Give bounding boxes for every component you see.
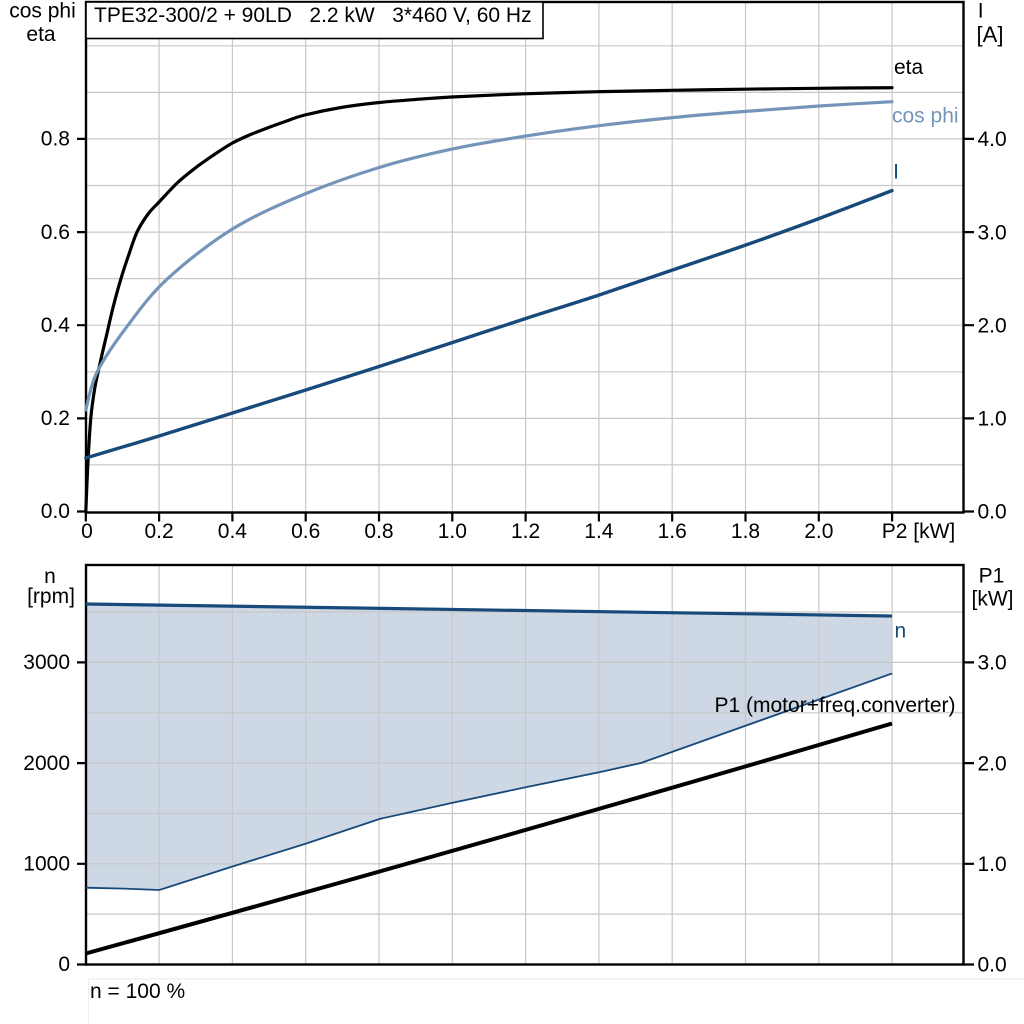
svg-text:3.0: 3.0 xyxy=(978,652,1007,675)
svg-text:P2 [kW]: P2 [kW] xyxy=(882,520,956,543)
svg-text:n: n xyxy=(895,620,907,643)
svg-text:cos phi: cos phi xyxy=(9,0,76,23)
svg-text:eta: eta xyxy=(26,23,56,46)
svg-text:0.0: 0.0 xyxy=(978,954,1007,977)
svg-text:P1: P1 xyxy=(979,565,1005,588)
svg-text:1.0: 1.0 xyxy=(978,408,1007,431)
svg-text:P1 (motor+freq.converter): P1 (motor+freq.converter) xyxy=(715,694,956,717)
svg-text:0.2: 0.2 xyxy=(144,520,173,543)
svg-text:0.6: 0.6 xyxy=(291,520,320,543)
svg-text:2.0: 2.0 xyxy=(978,314,1007,337)
svg-text:1.6: 1.6 xyxy=(658,520,687,543)
svg-text:0.4: 0.4 xyxy=(41,314,71,337)
svg-text:2000: 2000 xyxy=(23,752,70,775)
svg-text:4.0: 4.0 xyxy=(978,128,1007,151)
svg-text:I: I xyxy=(893,160,899,183)
svg-text:1.0: 1.0 xyxy=(978,853,1007,876)
svg-text:2.0: 2.0 xyxy=(978,752,1007,775)
svg-text:[rpm]: [rpm] xyxy=(27,585,75,608)
svg-text:1000: 1000 xyxy=(23,853,70,876)
svg-text:n = 100 %: n = 100 % xyxy=(90,980,185,1003)
svg-text:0.8: 0.8 xyxy=(41,128,70,151)
svg-text:I: I xyxy=(978,0,984,23)
svg-text:0.6: 0.6 xyxy=(41,221,70,244)
svg-text:1.4: 1.4 xyxy=(584,520,614,543)
svg-text:0.8: 0.8 xyxy=(364,520,393,543)
svg-text:3.0: 3.0 xyxy=(978,221,1007,244)
svg-text:0.2: 0.2 xyxy=(41,407,70,430)
svg-text:2.0: 2.0 xyxy=(804,520,833,543)
svg-text:cos phi: cos phi xyxy=(892,104,959,127)
svg-text:0: 0 xyxy=(81,520,93,543)
svg-text:[A]: [A] xyxy=(977,22,1004,47)
svg-text:1.0: 1.0 xyxy=(438,520,467,543)
svg-text:0: 0 xyxy=(58,953,70,976)
svg-text:[kW]: [kW] xyxy=(972,587,1014,610)
svg-text:eta: eta xyxy=(894,56,924,79)
svg-text:1.2: 1.2 xyxy=(511,520,540,543)
svg-text:1.8: 1.8 xyxy=(731,520,760,543)
svg-text:TPE32-300/2 + 90LD 2.2 kW: TPE32-300/2 + 90LD 2.2 kW 3*460 V, 60 Hz xyxy=(94,4,532,27)
svg-text:n: n xyxy=(44,565,56,588)
svg-text:0.0: 0.0 xyxy=(41,500,70,523)
svg-text:0.4: 0.4 xyxy=(218,520,248,543)
svg-text:3000: 3000 xyxy=(23,651,70,674)
svg-text:0.0: 0.0 xyxy=(978,501,1007,524)
